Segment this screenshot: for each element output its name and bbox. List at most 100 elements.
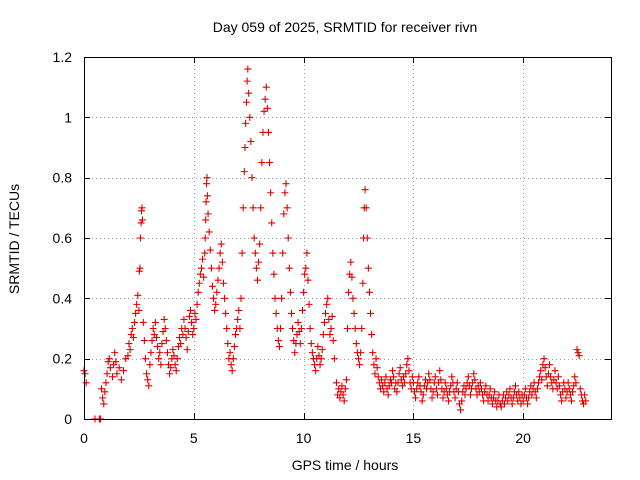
data-point — [158, 340, 166, 348]
data-point — [257, 204, 265, 212]
data-point — [297, 325, 305, 332]
data-point — [458, 397, 466, 405]
data-point — [177, 340, 185, 348]
data-point — [223, 325, 231, 332]
data-point — [345, 288, 353, 296]
data-point — [555, 382, 563, 390]
data-point — [242, 119, 250, 127]
data-point — [428, 394, 436, 402]
data-point — [402, 370, 410, 378]
data-point — [255, 258, 263, 266]
data-point — [571, 373, 579, 381]
data-point — [284, 234, 292, 242]
data-point — [395, 370, 403, 378]
data-point — [128, 325, 136, 332]
data-point — [540, 355, 548, 363]
data-point — [275, 343, 283, 351]
data-point — [314, 343, 322, 351]
data-point — [190, 325, 198, 332]
data-point — [524, 400, 532, 408]
data-point — [205, 228, 213, 236]
data-point — [202, 216, 210, 224]
data-point — [470, 370, 478, 378]
data-point — [136, 264, 144, 272]
data-point — [146, 361, 154, 369]
data-point — [81, 370, 89, 378]
data-point — [105, 355, 113, 363]
data-point — [286, 288, 294, 296]
data-point — [363, 234, 371, 242]
x-tick-label: 15 — [406, 430, 422, 446]
data-point — [149, 325, 157, 332]
data-point — [256, 240, 264, 248]
data-point — [558, 397, 566, 405]
data-point — [509, 394, 517, 402]
data-point — [224, 340, 232, 348]
data-point — [361, 186, 369, 194]
data-point — [234, 315, 242, 323]
data-point — [445, 397, 453, 405]
data-point — [182, 334, 190, 342]
data-point — [389, 367, 397, 375]
y-tick-label: 1 — [64, 109, 72, 125]
data-point — [183, 346, 191, 354]
data-point — [248, 174, 256, 182]
data-point — [552, 379, 560, 387]
data-point — [326, 331, 334, 339]
data-point — [204, 210, 212, 218]
data-point — [188, 318, 196, 326]
y-tick-labels: 0 0.2 0.4 0.6 0.8 1 1.2 — [53, 49, 73, 427]
data-point — [327, 325, 335, 332]
data-point — [374, 373, 382, 381]
data-point — [574, 349, 582, 357]
data-point — [296, 340, 304, 348]
data-point — [240, 168, 248, 176]
data-point — [464, 373, 472, 381]
data-point — [214, 276, 222, 284]
data-point — [504, 397, 512, 405]
data-point — [263, 104, 271, 112]
x-tick-label: 0 — [80, 430, 88, 446]
data-point — [147, 349, 155, 357]
data-point — [408, 373, 416, 381]
data-point — [371, 370, 379, 378]
data-point — [382, 373, 390, 381]
data-point — [358, 325, 366, 332]
data-point — [253, 276, 261, 284]
data-point — [429, 388, 437, 396]
x-axis-label: GPS time / hours — [292, 457, 399, 473]
data-point — [170, 352, 178, 360]
data-point — [113, 370, 121, 378]
data-point — [340, 397, 348, 405]
data-point — [535, 379, 543, 387]
data-point — [486, 385, 494, 393]
data-point — [471, 376, 479, 384]
data-point — [575, 352, 583, 360]
data-point — [138, 204, 146, 212]
data-point — [179, 331, 187, 339]
data-point — [172, 367, 180, 375]
data-point — [349, 294, 357, 302]
data-point — [501, 400, 509, 408]
data-point — [567, 397, 575, 405]
data-point — [488, 400, 496, 408]
data-point — [250, 234, 258, 242]
data-point — [278, 294, 286, 302]
data-point — [151, 318, 159, 326]
data-point — [258, 159, 266, 167]
data-point — [396, 364, 404, 372]
data-point — [554, 373, 562, 381]
data-point — [333, 379, 341, 387]
data-point — [171, 361, 179, 369]
data-point — [215, 264, 223, 272]
data-point — [312, 367, 320, 375]
data-point — [317, 355, 325, 363]
y-tick-label: 1.2 — [53, 49, 73, 65]
data-point — [336, 394, 344, 402]
data-point — [232, 331, 240, 339]
data-point — [103, 370, 111, 378]
data-point — [262, 83, 270, 91]
data-point — [228, 367, 236, 375]
grid-lines — [84, 57, 611, 419]
